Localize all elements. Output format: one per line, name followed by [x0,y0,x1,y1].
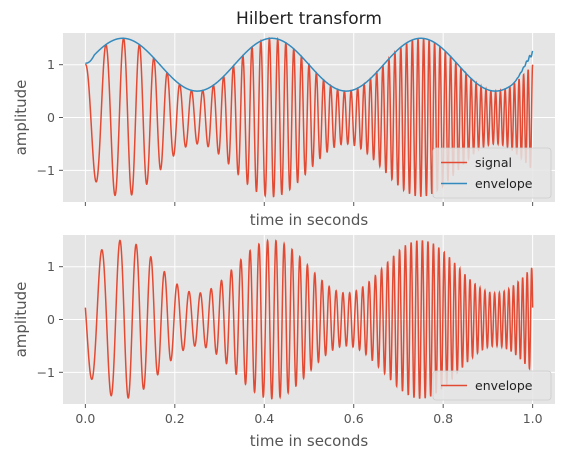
y-axis-label: amplitude [12,282,30,358]
series-line-envelope [85,37,534,92]
x-tick-label: 0.8 [433,411,453,426]
x-tick-label: 0.0 [75,411,95,426]
chart-title: Hilbert transform [236,9,382,29]
legend-label-envelope: envelope [475,378,533,393]
legend: envelope [432,370,552,401]
chart-panel-2: 0.0 0.2 0.4 0.6 0.8 1.0 −1 0 1 time in seconds amp… [12,235,555,450]
y-axis-label: amplitude [12,80,30,156]
y-tick-label: −1 [37,163,55,178]
x-axis-label: time in seconds [250,432,369,450]
series-line-envelope [84,238,534,400]
legend-label-envelope: envelope [475,176,533,191]
legend-label-signal: signal [475,155,512,170]
y-tick-label: −1 [37,365,55,380]
x-axis-label: time in seconds [250,211,369,229]
y-tick-label: 1 [47,57,55,72]
legend-box [432,147,552,199]
x-tick-label: 1.0 [523,411,543,426]
chart-panel-1: −1 0 1 Hilbert transform time in seconds ampl… [12,9,555,229]
x-tick-label: 0.6 [344,411,364,426]
x-tick-label: 0.2 [165,411,185,426]
y-tick-label: 1 [47,259,55,274]
y-tick-label: 0 [47,110,55,125]
y-tick-label: 0 [47,312,55,327]
legend-box [432,370,552,401]
x-tick-label: 0.4 [254,411,274,426]
legend: signal envelope [432,147,552,199]
